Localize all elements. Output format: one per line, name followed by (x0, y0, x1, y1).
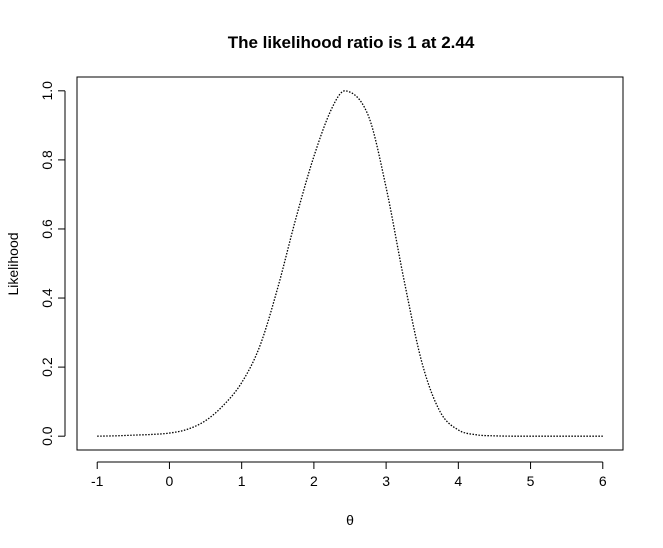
x-tick-label: 1 (238, 473, 246, 489)
x-tick-label: 2 (310, 473, 318, 489)
y-axis-label: Likelihood (5, 232, 21, 295)
y-tick-label: 0.2 (39, 357, 55, 377)
y-axis: 0.0 0.2 0.4 0.6 0.8 1.0 (39, 81, 66, 446)
x-tick-label: 4 (454, 473, 462, 489)
x-tick-label: -1 (91, 473, 104, 489)
x-tick-label: 3 (382, 473, 390, 489)
y-tick-label: 0.6 (39, 219, 55, 239)
x-axis: -1 0 1 2 3 4 5 6 (91, 461, 607, 489)
y-tick-label: 0.0 (39, 426, 55, 446)
x-tick-label: 6 (599, 473, 607, 489)
x-tick-label: 0 (166, 473, 174, 489)
x-axis-label: θ (346, 512, 354, 528)
plot-frame (76, 76, 624, 451)
y-tick-label: 0.4 (39, 288, 55, 308)
y-tick-label: 0.8 (39, 150, 55, 170)
y-tick-label: 1.0 (39, 81, 55, 101)
chart-title: The likelihood ratio is 1 at 2.44 (228, 33, 475, 52)
likelihood-curve (97, 90, 603, 437)
x-tick-label: 5 (527, 473, 535, 489)
